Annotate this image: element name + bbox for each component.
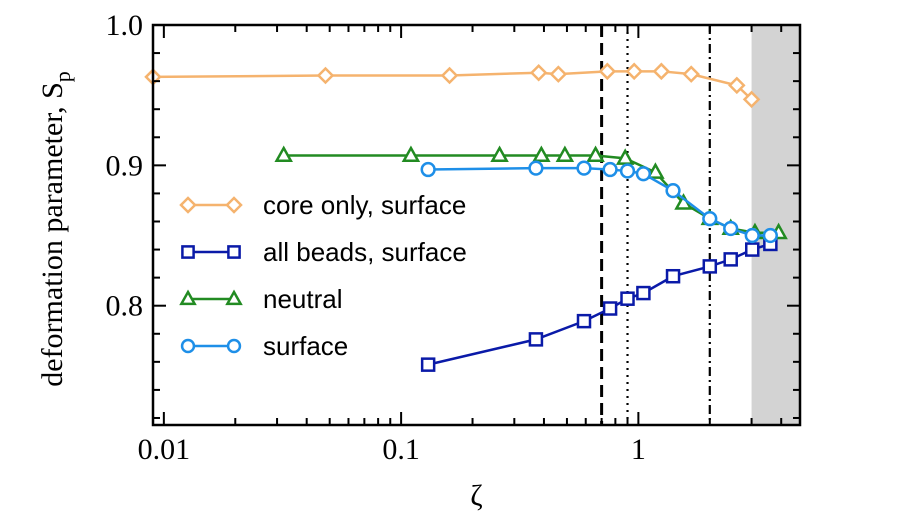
legend-marker [225,289,243,306]
data-point-circle [420,161,436,178]
data-point-circle [762,227,778,244]
data-point-circle [744,227,760,244]
series-square [420,236,778,372]
plot-frame [151,23,802,427]
data-point-square [723,252,738,267]
data-point-diamond [598,62,617,81]
shaded-region [751,25,800,425]
y-axis-title-main: deformation parameter, S [36,82,69,387]
legend-marker [179,196,197,214]
data-point-triangle [532,145,551,163]
legend-entry: neutral [179,284,343,314]
vertical-lines-layer [600,25,711,425]
data-point-triangle [555,145,575,163]
data-point-diamond [728,76,746,95]
x-tick-label: 0.1 [382,433,420,466]
legend-entry: core only, surface [179,190,466,220]
legend-label: core only, surface [263,190,466,220]
y-tick-label: 0.8 [106,290,144,323]
axis-titles: ζ deformation parameter, Sp [36,71,483,512]
data-point-diamond [440,66,459,85]
y-tick-label: 0.9 [106,149,144,182]
data-point-circle [723,220,739,237]
data-point-triangle [586,145,605,163]
data-point-circle [619,163,636,179]
legend-marker [181,245,195,259]
legend: core only, surface all beads, surface neut… [179,190,467,361]
data-point-diamond [529,63,548,82]
data-point-square [745,242,760,257]
series-line [428,166,771,237]
y-axis-title: deformation parameter, Sp [36,71,75,387]
data-point-square [636,285,651,301]
shaded-region-layer [751,25,800,425]
data-point-square [420,357,436,372]
data-point-diamond [549,65,568,83]
data-point-circle [576,160,592,176]
data-point-diamond [652,62,671,81]
legend-marker [225,196,243,214]
data-point-diamond [625,62,643,81]
data-point-circle [602,161,618,178]
legend-marker [180,338,196,354]
legend-entry: all beads, surface [181,237,467,267]
legend-marker [179,289,197,306]
ticks-layer: 0.01 0.1 1 0.8 0.9 1.0 [106,9,800,466]
data-point-triangle [274,145,293,163]
data-point-circle [702,211,718,227]
legend-marker [227,245,241,259]
series-circle [420,160,778,244]
data-point-triangle [490,145,509,163]
legend-marker [226,338,242,354]
series-layer [144,62,788,372]
data-point-circle [635,166,652,182]
legend-label: neutral [263,284,343,314]
data-point-square [602,301,618,316]
x-axis-title: ζ [470,479,482,512]
data-point-diamond [742,90,761,109]
data-point-square [665,268,681,284]
legend-label: surface [263,331,348,361]
data-point-triangle [646,162,665,179]
data-point-square [620,291,635,306]
x-tick-label: 1 [631,433,646,466]
data-point-triangle [401,145,421,163]
data-point-circle [665,182,681,199]
legend-entry: surface [180,331,348,361]
data-point-circle [528,160,544,176]
series-diamond [144,62,761,109]
data-point-square [576,313,592,329]
data-point-square [702,259,718,274]
y-axis-title-subscript: p [50,71,75,82]
legend-label: all beads, surface [263,237,467,267]
data-point-triangle [615,148,635,165]
x-tick-label: 0.01 [138,433,191,466]
series-line [427,242,771,366]
data-point-diamond [682,65,700,83]
data-point-square [528,332,544,347]
y-tick-label: 1.0 [106,9,144,42]
data-point-diamond [316,66,335,85]
